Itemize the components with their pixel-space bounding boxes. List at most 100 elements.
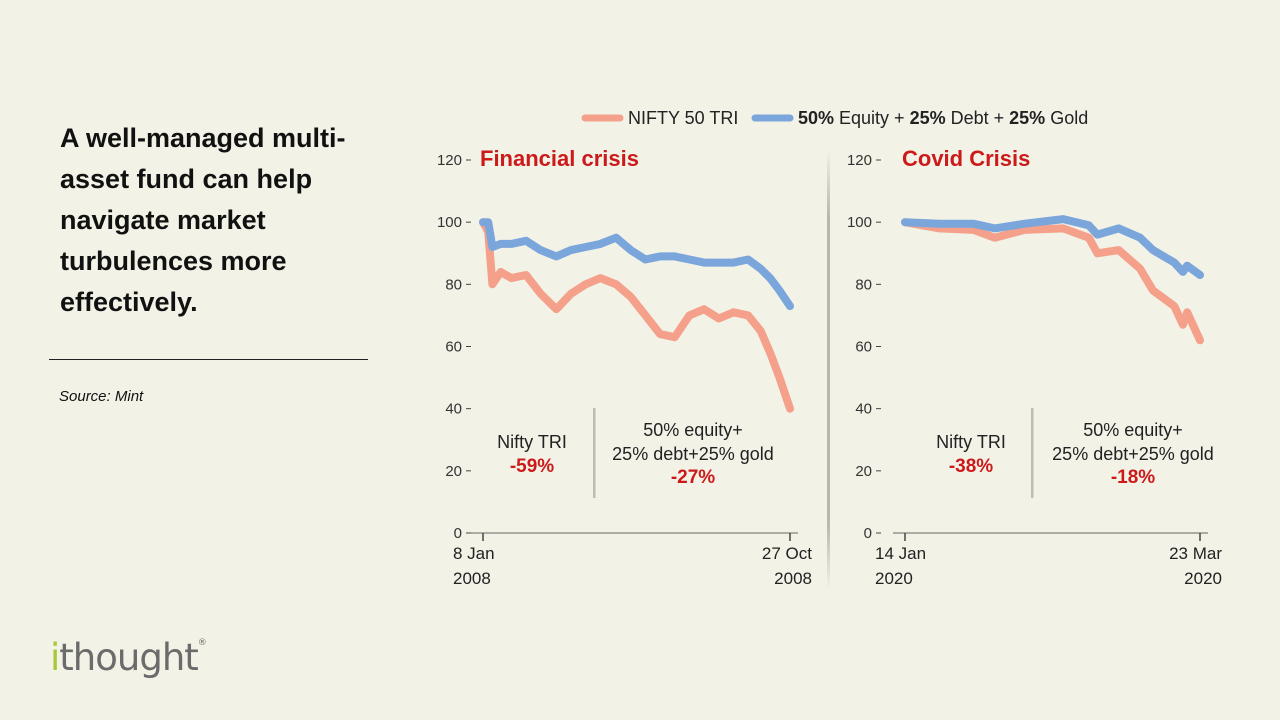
legend-label: 50% Equity + 25% Debt + 25% Gold — [798, 108, 1088, 128]
y-tick-label: 100 — [437, 214, 462, 231]
data-point — [599, 277, 602, 280]
data-point — [673, 336, 676, 339]
data-point — [673, 255, 676, 258]
data-point — [1117, 249, 1120, 252]
y-tick-label: 80 — [445, 276, 462, 293]
data-point — [539, 249, 542, 252]
data-point — [1096, 252, 1099, 255]
data-point — [993, 236, 996, 239]
data-point — [993, 227, 996, 230]
annotation-label: 25% debt+25% gold — [612, 444, 774, 464]
data-point — [599, 242, 602, 245]
nifty-series-line — [901, 218, 1204, 345]
data-point — [703, 261, 706, 264]
chart-title: Covid Crisis — [902, 146, 1030, 171]
data-point — [570, 292, 573, 295]
legend-label-part: Gold — [1045, 108, 1088, 128]
annotation-divider — [1031, 408, 1034, 498]
chart-panel-1: 0 20 40 60 80 100 120 Financial crisis 8 Jan 2008… — [437, 146, 812, 588]
divider-line — [49, 359, 368, 360]
data-point — [759, 329, 762, 332]
x-tick-label: 23 Mar — [1169, 544, 1222, 563]
data-point — [555, 255, 558, 258]
x-tick-label-year: 2008 — [774, 569, 812, 588]
x-tick-label-year: 2020 — [1184, 569, 1222, 588]
data-point — [644, 314, 647, 317]
data-point — [747, 258, 750, 261]
data-point — [1186, 264, 1189, 267]
data-point — [769, 277, 772, 280]
data-point — [1087, 224, 1090, 227]
y-tick-label: 120 — [847, 152, 872, 169]
legend-label-part: NIFTY 50 TRI — [628, 108, 738, 128]
chart-title: Financial crisis — [480, 146, 639, 171]
y-tick-label: 20 — [445, 463, 462, 480]
y-tick-label: 100 — [847, 214, 872, 231]
y-tick-label: 60 — [445, 339, 462, 356]
data-point — [732, 261, 735, 264]
data-point — [1062, 218, 1065, 221]
annotation-value: -38% — [949, 456, 993, 477]
data-point — [789, 305, 791, 308]
data-point — [1023, 228, 1026, 231]
data-point — [1173, 305, 1176, 308]
legend: NIFTY 50 TRI 50% Equity + 25% Debt + 25% … — [581, 108, 1088, 128]
data-point — [972, 228, 975, 231]
data-point — [1199, 274, 1201, 277]
x-tick-label-year: 2008 — [453, 569, 491, 588]
data-point — [555, 308, 558, 311]
x-tick-label: 8 Jan — [453, 544, 495, 563]
data-point — [1139, 236, 1142, 239]
data-point — [570, 249, 573, 252]
annotation-label: Nifty TRI — [936, 432, 1006, 452]
data-point — [1096, 233, 1099, 236]
source-note: Source: Mint — [59, 388, 144, 405]
annotation-value: -27% — [671, 467, 715, 488]
registered-mark: ® — [197, 638, 207, 648]
legend-label: NIFTY 50 TRI — [628, 108, 738, 128]
y-tick-label: 120 — [437, 152, 462, 169]
data-point — [1062, 227, 1065, 230]
data-point — [499, 270, 502, 273]
data-point — [644, 258, 647, 261]
data-point — [1151, 249, 1154, 252]
legend-label-part: 25% — [1009, 108, 1045, 128]
data-point — [1139, 267, 1142, 270]
annotation-label: 50% equity+ — [1083, 420, 1183, 440]
data-point — [717, 317, 720, 320]
data-point — [1023, 222, 1026, 225]
data-point — [778, 376, 781, 379]
logo-i: i — [50, 636, 60, 679]
data-point — [769, 351, 772, 354]
data-point — [524, 274, 527, 277]
data-point — [789, 407, 791, 410]
data-point — [629, 295, 632, 298]
data-point — [659, 333, 662, 336]
data-point — [904, 221, 906, 224]
data-point — [1186, 311, 1189, 314]
data-point — [584, 246, 587, 249]
data-point — [1181, 270, 1184, 273]
data-point — [491, 283, 494, 286]
data-point — [688, 314, 691, 317]
data-point — [584, 283, 587, 286]
annotation-label: 50% equity+ — [643, 420, 743, 440]
y-tick-label: 0 — [454, 525, 462, 542]
ithought-logo: ithought® — [50, 636, 207, 679]
y-tick-label: 80 — [855, 276, 872, 293]
annotation-label: Nifty TRI — [497, 432, 567, 452]
data-point — [1173, 261, 1176, 264]
headline: A well-managed multi-asset fund can help… — [60, 123, 346, 317]
data-point — [688, 258, 691, 261]
data-point — [972, 222, 975, 225]
data-point — [499, 242, 502, 245]
data-point — [629, 249, 632, 252]
panel-divider — [827, 150, 830, 590]
annotation-value: -18% — [1111, 467, 1155, 488]
chart-panel-2: 0 20 40 60 80 100 120 Covid Crisis 14 Jan 2020 23 … — [847, 146, 1222, 588]
data-point — [938, 222, 941, 225]
data-point — [703, 308, 706, 311]
y-tick-label: 20 — [855, 463, 872, 480]
legend-label-part: 25% — [910, 108, 946, 128]
